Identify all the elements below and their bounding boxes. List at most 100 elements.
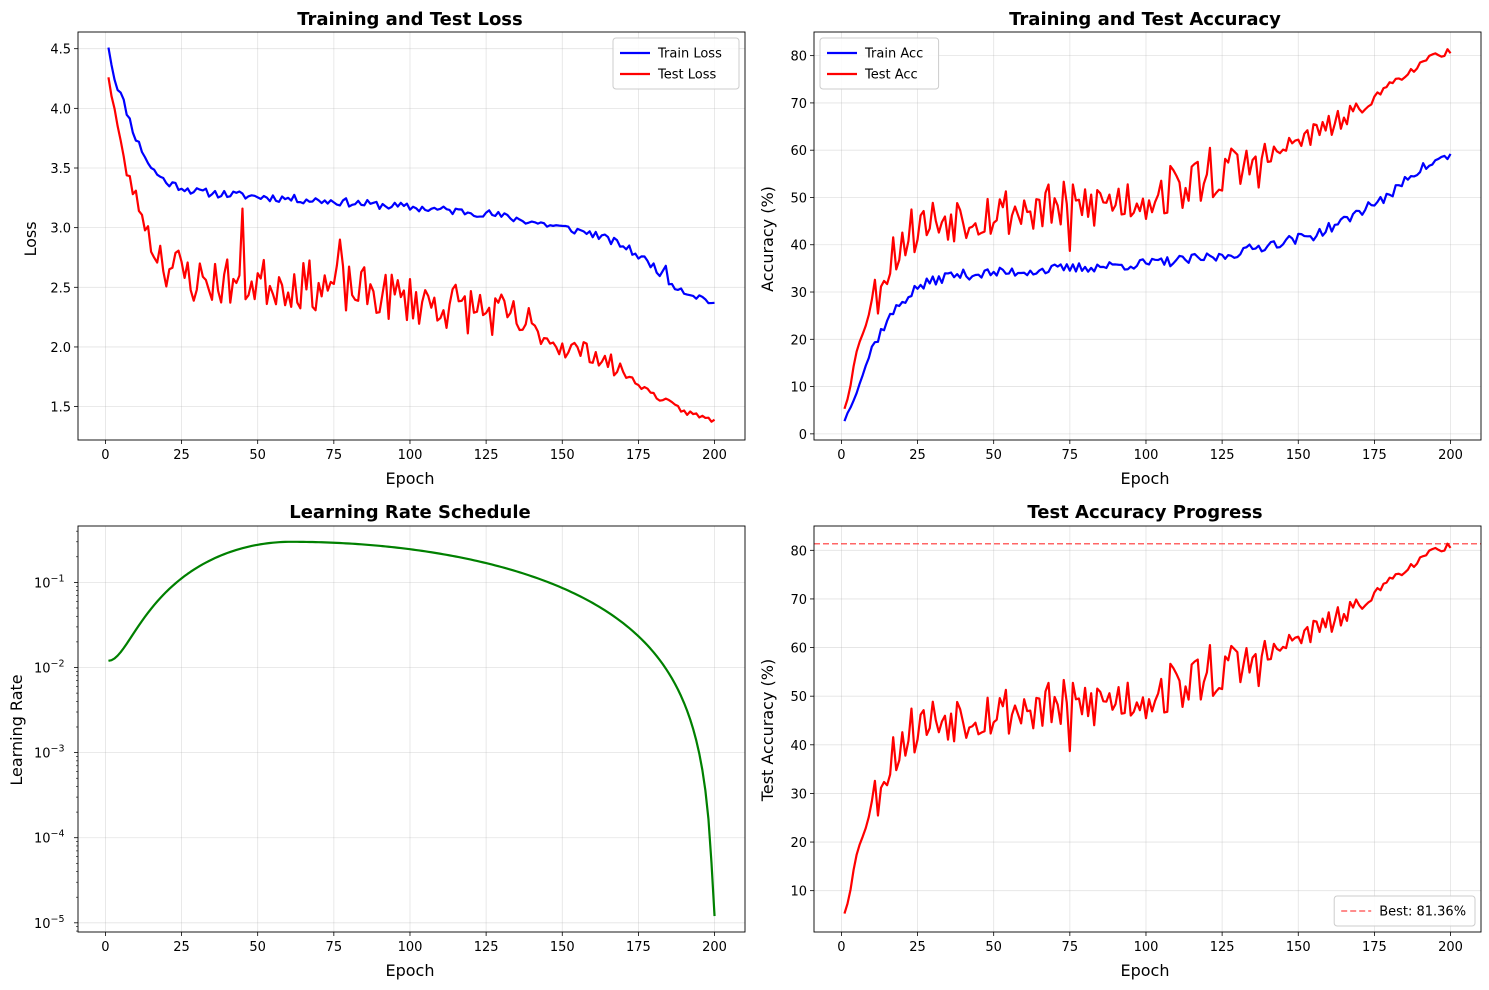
test-accuracy-x-tick-label: 150	[1286, 940, 1311, 955]
lr-y-tick-label: 10−2	[34, 659, 65, 677]
accuracy-x-tick-label: 200	[1438, 448, 1463, 463]
test-accuracy-grid	[814, 526, 1481, 932]
loss-y-tick-label: 1.5	[50, 401, 71, 416]
lr-x-tick-label: 75	[326, 940, 343, 955]
accuracy-x-tick-label: 75	[1062, 448, 1079, 463]
loss-legend-label: Test Loss	[657, 68, 716, 83]
accuracy-ylabel: Accuracy (%)	[758, 186, 777, 292]
lr-x-tick-label: 200	[702, 940, 727, 955]
accuracy-legend: Train Acc Test Acc	[819, 37, 940, 90]
lr-x-tick-label: 100	[398, 940, 423, 955]
loss-ylabel: Loss	[21, 221, 40, 256]
lr-panel: Learning Rate Schedule Epoch Learning Ra…	[7, 502, 746, 980]
test-accuracy-legend-label: Best: 81.36%	[1379, 905, 1466, 920]
loss-x-tick-label: 150	[550, 448, 575, 463]
accuracy-panel: Training and Test Accuracy Epoch Accurac…	[758, 9, 1482, 488]
test-accuracy-x-tick-label: 100	[1134, 940, 1159, 955]
test-accuracy-panel: Test Accuracy Progress Epoch Test Accura…	[758, 502, 1482, 980]
test-accuracy-y-tick-label: 30	[790, 787, 807, 802]
lr-x-tick-label: 150	[550, 940, 575, 955]
loss-legend: Train Loss Test Loss	[612, 37, 740, 90]
accuracy-x-tick-label: 100	[1134, 448, 1159, 463]
accuracy-title: Training and Test Accuracy	[1009, 9, 1281, 30]
accuracy-legend-label: Test Acc	[864, 68, 918, 83]
test-accuracy-axes-frame	[813, 525, 1482, 933]
accuracy-y-tick-label: 40	[790, 239, 807, 254]
lr-grid	[78, 526, 745, 932]
lr-y-tick-label: 10−5	[34, 914, 65, 932]
loss-x-tick-label: 100	[398, 448, 423, 463]
accuracy-y-tick-label: 10	[790, 381, 807, 396]
test-accuracy-title: Test Accuracy Progress	[1027, 502, 1262, 523]
test-accuracy-y-tick-label: 40	[790, 739, 807, 754]
test-accuracy-x-tick-label: 25	[909, 940, 926, 955]
lr-axes-frame	[77, 525, 746, 933]
loss-axes-frame	[77, 31, 746, 441]
accuracy-x-tick-label: 175	[1362, 448, 1387, 463]
test-accuracy-x-tick-label: 50	[985, 940, 1002, 955]
accuracy-x-tick-label: 125	[1210, 448, 1235, 463]
test-accuracy-ylabel: Test Accuracy (%)	[758, 659, 777, 802]
loss-y-tick-label: 4.0	[50, 102, 71, 117]
lr-x-tick-label: 175	[626, 940, 651, 955]
lr-xlabel: Epoch	[386, 961, 435, 980]
loss-y-tick-label: 2.0	[50, 341, 71, 356]
accuracy-x-tick-label: 0	[837, 448, 845, 463]
accuracy-x-tick-label: 50	[985, 448, 1002, 463]
lr-y-tick-label: 10−1	[34, 573, 65, 591]
test-accuracy-y-tick-label: 70	[790, 593, 807, 608]
accuracy-legend-frame	[819, 37, 940, 90]
test-accuracy-x-tick-label: 75	[1062, 940, 1079, 955]
loss-x-tick-label: 0	[101, 448, 109, 463]
loss-x-tick-label: 50	[249, 448, 266, 463]
test-accuracy-x-tick-label: 175	[1362, 940, 1387, 955]
loss-series-line-1	[107, 77, 716, 423]
loss-x-tick-label: 125	[474, 448, 499, 463]
accuracy-x-tick-label: 25	[909, 448, 926, 463]
accuracy-y-tick-label: 80	[790, 50, 807, 65]
test-accuracy-legend-frame	[1333, 895, 1476, 927]
accuracy-y-tick-label: 60	[790, 144, 807, 159]
lr-x-tick-label: 125	[474, 940, 499, 955]
accuracy-y-tick-label: 0	[799, 428, 807, 443]
test-accuracy-series-line-0	[843, 542, 1452, 914]
accuracy-x-tick-label: 150	[1286, 448, 1311, 463]
loss-grid	[78, 32, 745, 440]
accuracy-axes-frame	[813, 31, 1482, 441]
test-accuracy-y-tick-label: 80	[790, 544, 807, 559]
lr-ylabel: Learning Rate	[7, 674, 26, 785]
test-accuracy-x-tick-label: 200	[1438, 940, 1463, 955]
accuracy-series-line-1	[843, 48, 1452, 410]
test-accuracy-xlabel: Epoch	[1121, 961, 1170, 980]
accuracy-y-tick-label: 30	[790, 286, 807, 301]
loss-y-tick-label: 2.5	[50, 281, 71, 296]
loss-x-tick-label: 175	[626, 448, 651, 463]
test-accuracy-y-tick-label: 50	[790, 690, 807, 705]
loss-xlabel: Epoch	[386, 469, 435, 488]
accuracy-y-tick-label: 20	[790, 333, 807, 348]
accuracy-series-line-0	[843, 153, 1452, 422]
test-accuracy-x-tick-label: 125	[1210, 940, 1235, 955]
loss-panel: Training and Test Loss Epoch Loss 0 25 50 7…	[21, 9, 746, 488]
loss-y-tick-label: 3.5	[50, 162, 71, 177]
loss-x-tick-label: 25	[173, 448, 190, 463]
lr-x-tick-label: 0	[101, 940, 109, 955]
lr-title: Learning Rate Schedule	[289, 502, 530, 523]
accuracy-legend-label: Train Acc	[864, 47, 923, 62]
accuracy-xlabel: Epoch	[1121, 469, 1170, 488]
loss-legend-frame	[612, 37, 740, 90]
loss-y-tick-label: 3.0	[50, 222, 71, 237]
loss-x-tick-label: 200	[702, 448, 727, 463]
test-accuracy-x-tick-label: 0	[837, 940, 845, 955]
test-accuracy-legend: Best: 81.36%	[1333, 895, 1476, 927]
lr-x-tick-label: 50	[249, 940, 266, 955]
loss-legend-label: Train Loss	[657, 47, 722, 62]
loss-x-tick-label: 75	[326, 448, 343, 463]
accuracy-y-tick-label: 70	[790, 97, 807, 112]
lr-x-tick-label: 25	[173, 940, 190, 955]
lr-y-tick-label: 10−3	[34, 744, 65, 762]
loss-series-line-0	[107, 47, 715, 305]
test-accuracy-y-tick-label: 10	[790, 885, 807, 900]
